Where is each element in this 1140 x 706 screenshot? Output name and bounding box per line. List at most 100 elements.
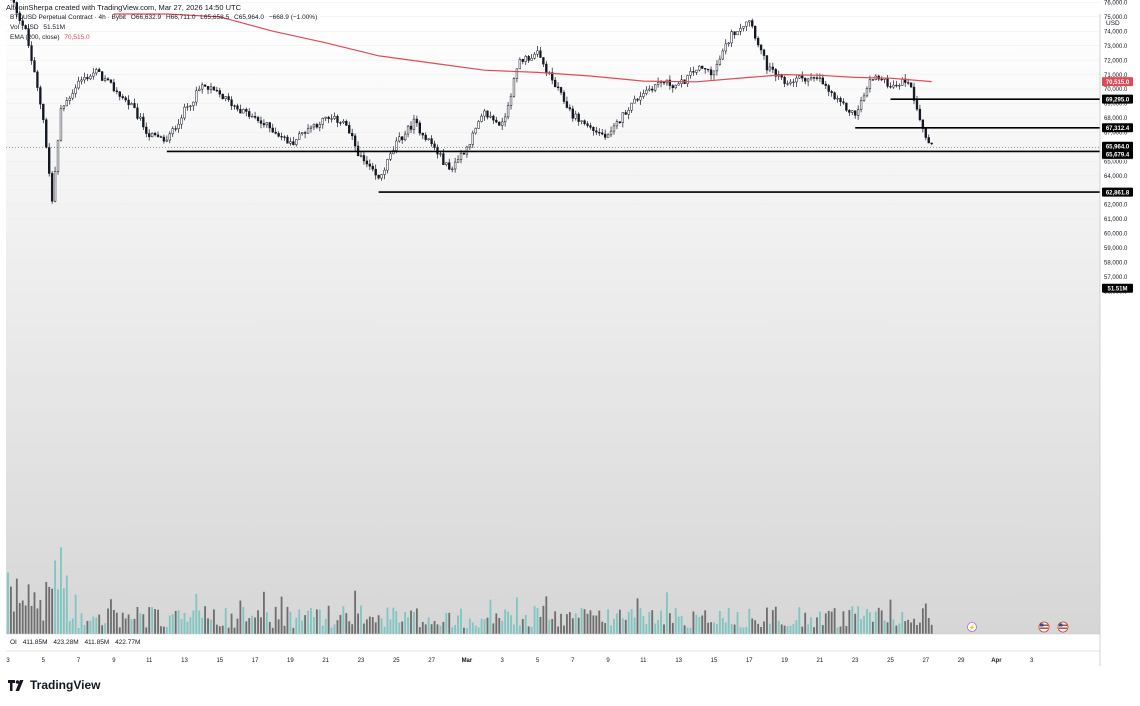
- volume-bar: [821, 625, 824, 634]
- candle-body: [495, 119, 498, 123]
- volume-bar: [80, 613, 83, 634]
- volume-bar: [663, 624, 665, 634]
- oi-legend[interactable]: OI 411.85M 423.28M 411.85M 422.77M: [10, 639, 144, 646]
- candle-body: [642, 93, 645, 97]
- candle-body: [783, 76, 786, 84]
- candle-body: [365, 160, 369, 165]
- candle-body: [754, 25, 757, 39]
- candle-body: [295, 139, 298, 145]
- price-tag-last: 65,964.0: [1102, 141, 1133, 151]
- price-tag-label: 65,679.4: [1106, 153, 1130, 159]
- x-tick-label: 23: [852, 658, 859, 664]
- volume-bar: [666, 592, 668, 634]
- candle-body: [301, 132, 304, 135]
- x-tick-label: 5: [42, 658, 46, 664]
- candle-body: [121, 96, 124, 98]
- tradingview-brand[interactable]: TradingView: [8, 678, 100, 692]
- candle-body: [809, 77, 813, 80]
- volume-bar: [204, 606, 207, 634]
- volume-bar: [345, 613, 348, 634]
- volume-bar: [795, 620, 798, 634]
- candle-body: [483, 110, 486, 117]
- volume-legend[interactable]: Vol · USD 51.51M: [10, 24, 68, 31]
- volume-bar: [677, 616, 680, 634]
- candle-body: [133, 103, 136, 109]
- volume-bar: [621, 618, 624, 634]
- candle-body: [115, 90, 119, 92]
- candle-body: [183, 106, 186, 119]
- volume-bar: [410, 610, 412, 634]
- y-tick-label: 59,000.0: [1104, 246, 1128, 252]
- candle-body: [671, 85, 674, 88]
- price-tag-label: 67,312.4: [1106, 126, 1130, 132]
- volume-bar: [139, 613, 142, 634]
- volume-bar: [201, 617, 204, 634]
- volume-bar: [277, 619, 280, 634]
- candle-body: [559, 87, 563, 93]
- volume-bar: [639, 608, 642, 634]
- change-value: −668.9 (−1.00%): [268, 14, 318, 21]
- price-tag-level: 65,679.4: [1102, 149, 1133, 159]
- ema-legend[interactable]: EMA (200, close) 70,515.0: [10, 34, 93, 41]
- currency-label[interactable]: USD: [1106, 20, 1120, 27]
- volume-bar: [130, 619, 133, 634]
- symbol-legend[interactable]: BTCUSD Perpetual Contract · 4h · Bybit O…: [10, 14, 320, 21]
- volume-bar: [54, 560, 56, 634]
- price-tag-level: 67,312.4: [1102, 123, 1133, 133]
- candle-body: [36, 71, 39, 88]
- volume-bar: [68, 621, 71, 634]
- candle-body: [871, 79, 875, 81]
- candle-body: [262, 123, 266, 126]
- volume-bar: [542, 605, 545, 634]
- lightning-event-icon: [967, 622, 977, 632]
- candle-body: [283, 136, 286, 138]
- volume-bar: [689, 627, 692, 634]
- volume-bar: [101, 625, 104, 634]
- price-tag-box: [1102, 123, 1133, 133]
- candle-body: [909, 82, 913, 88]
- volume-bar: [507, 611, 509, 634]
- candle-body: [818, 77, 822, 79]
- volume-bar: [274, 606, 277, 634]
- volume-bar: [171, 614, 174, 634]
- candle-body: [598, 132, 601, 134]
- candle-body: [786, 83, 789, 85]
- candle-body: [927, 137, 930, 144]
- volume-bar: [760, 626, 762, 634]
- candle-body: [242, 109, 245, 114]
- volume-bar: [524, 614, 527, 634]
- candle-body: [359, 155, 363, 157]
- volume-bar: [313, 617, 315, 634]
- volume-bar: [363, 623, 365, 634]
- x-tick-label: 23: [358, 658, 365, 664]
- volume-bar: [407, 617, 409, 634]
- price-tag-box: [1102, 141, 1133, 151]
- volume-bar: [468, 618, 471, 634]
- candle-body: [468, 144, 472, 148]
- volume-bar: [415, 608, 418, 634]
- volume-bar: [310, 607, 312, 634]
- volume-bar: [748, 608, 751, 634]
- price-tag-label: 62,861.8: [1106, 190, 1130, 196]
- volume-bar: [916, 624, 918, 634]
- candle-body: [265, 122, 269, 126]
- volume-bar: [71, 618, 74, 634]
- x-tick-label: 19: [287, 658, 294, 664]
- candle-body: [221, 93, 224, 99]
- candle-body: [742, 25, 745, 29]
- candle-body: [854, 110, 857, 116]
- candle-body: [727, 42, 730, 45]
- plot-background: [6, 14, 1100, 634]
- candle-body: [171, 128, 174, 135]
- candle-body: [633, 98, 636, 104]
- candle-body: [718, 58, 722, 65]
- candle-body: [839, 98, 842, 103]
- volume-bar: [598, 610, 601, 634]
- candle-body: [806, 78, 810, 82]
- candle-body: [309, 126, 313, 129]
- candle-body: [336, 116, 339, 123]
- candle-body: [865, 88, 869, 97]
- volume-bar: [924, 603, 927, 634]
- price-tag-box: [1102, 77, 1133, 87]
